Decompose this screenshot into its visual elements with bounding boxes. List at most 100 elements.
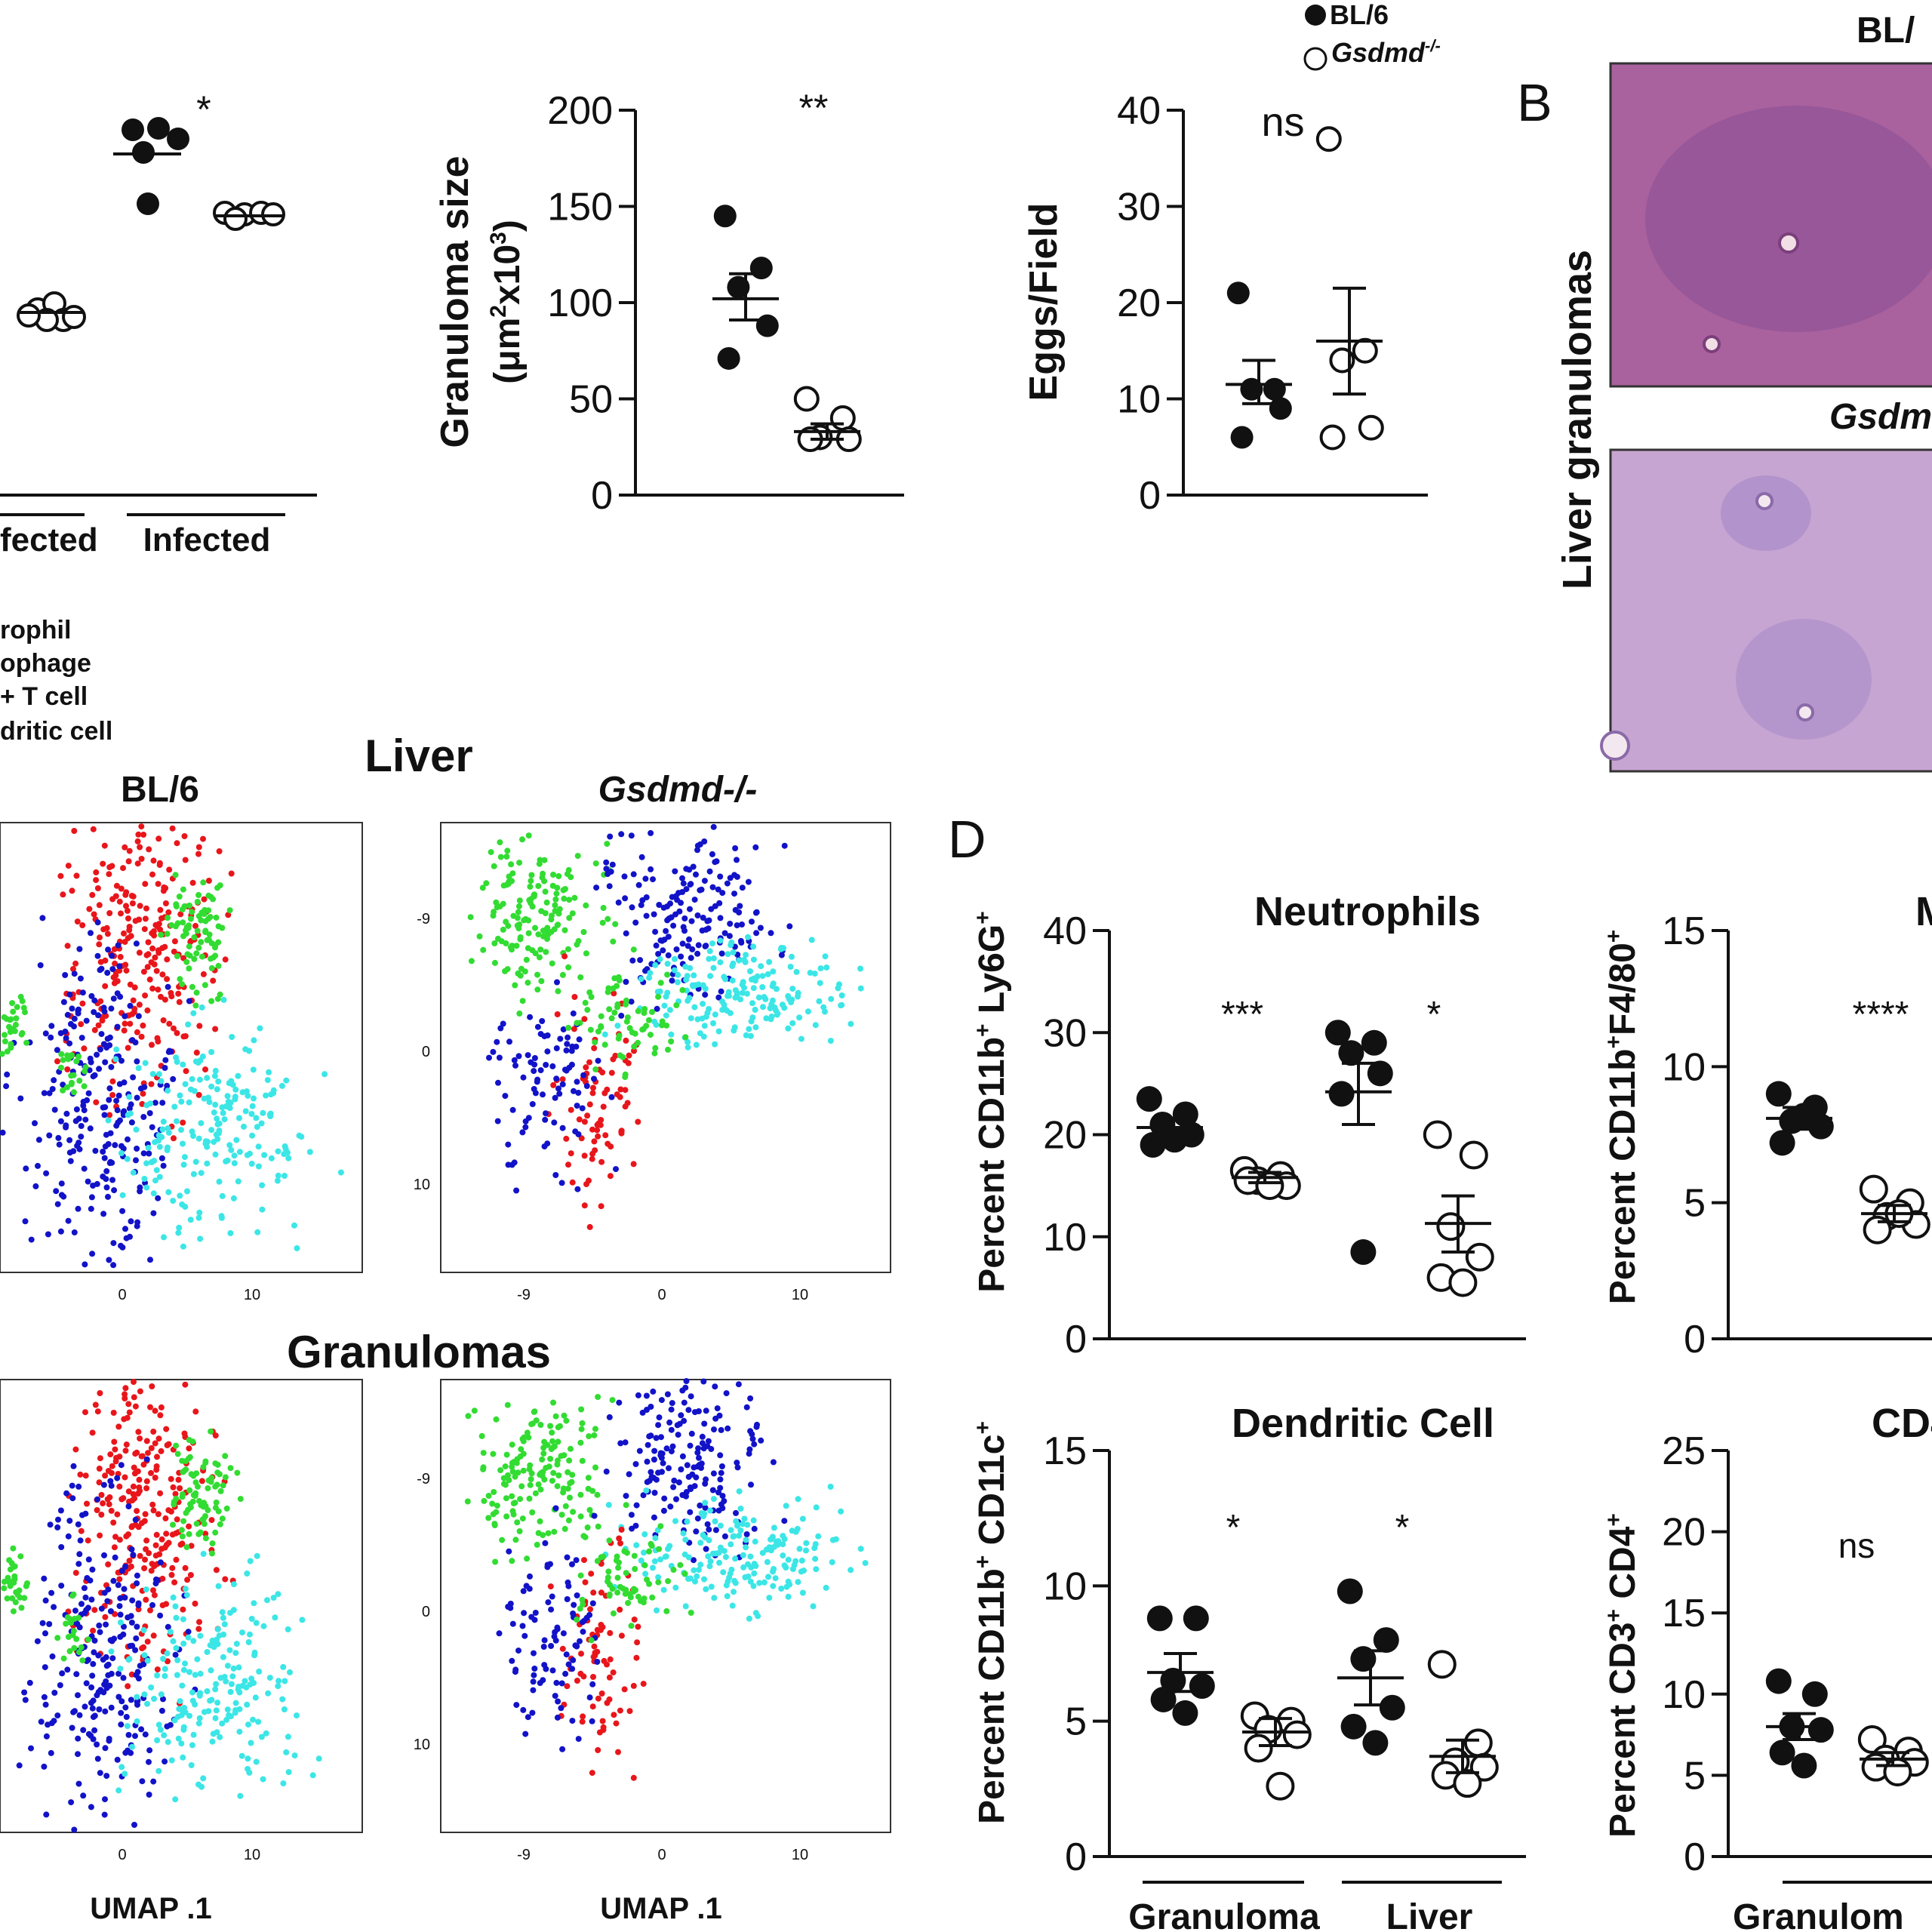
umap-cell-point — [746, 1615, 752, 1622]
umap-cell-point — [71, 828, 78, 834]
umap-cell-point — [106, 1257, 112, 1263]
umap-cell-point — [65, 1217, 72, 1224]
umap-cell-point — [562, 1670, 569, 1677]
umap-cell-point — [241, 1123, 247, 1130]
umap-cell-point — [337, 1169, 344, 1176]
umap-cell-point — [750, 943, 757, 950]
umap-cell-point — [574, 1617, 580, 1623]
umap-cell-point — [701, 1023, 708, 1029]
umap-cell-point — [137, 1388, 143, 1395]
y-tick-label: 20 — [1117, 281, 1161, 325]
umap-cell-point — [734, 857, 740, 863]
umap-cell-point — [68, 1799, 75, 1806]
umap-cell-point — [4, 1595, 11, 1601]
umap-cell-point — [540, 1091, 546, 1098]
umap-cell-point — [189, 1742, 195, 1749]
umap-cell-point — [24, 1580, 30, 1586]
umap-cell-point — [0, 1129, 6, 1136]
umap-cell-point — [618, 1012, 625, 1019]
umap-cell-point — [751, 1561, 758, 1567]
umap-cell-point — [214, 1115, 220, 1122]
umap-cell-point — [580, 1673, 587, 1680]
umap-cell-point — [212, 1504, 219, 1511]
umap-cell-point — [174, 953, 180, 959]
umap-cell-point — [185, 1021, 192, 1028]
umap-cell-point — [718, 950, 725, 957]
umap-cell-point — [511, 1159, 518, 1166]
umap-cell-point — [731, 891, 737, 897]
umap-cell-point — [737, 996, 743, 1003]
umap-cell-point — [205, 1708, 212, 1715]
umap-cell-point — [598, 1024, 605, 1030]
umap-cell-point — [536, 954, 543, 961]
umap-cell-point — [205, 1094, 211, 1101]
umap-cell-point — [122, 1704, 129, 1711]
legend-gene: Gsdmd — [1331, 37, 1426, 68]
umap-cell-point — [60, 1655, 67, 1662]
umap-cell-point — [94, 1408, 101, 1415]
umap-cell-point — [204, 1160, 211, 1167]
umap-cell-point — [54, 1058, 60, 1065]
umap-cell-point — [491, 863, 497, 869]
umap-cell-point — [192, 1158, 199, 1165]
umap-cell-point — [516, 897, 523, 904]
umap-cell-point — [208, 1667, 214, 1674]
umap-cell-point — [247, 1681, 254, 1688]
umap-cell-point — [681, 1551, 688, 1558]
umap-cell-point — [530, 1678, 537, 1685]
umap-cell-point — [545, 1530, 552, 1537]
umap-cell-point — [626, 1708, 633, 1715]
umap-cell-point — [154, 1577, 161, 1583]
umap-cell-point — [180, 1161, 187, 1168]
umap-cell-point — [238, 1752, 245, 1759]
umap-cell-point — [196, 1715, 203, 1721]
umap-cell-point — [248, 1111, 255, 1117]
umap-cell-point — [514, 1519, 521, 1526]
umap-cell-point — [623, 1037, 629, 1044]
umap-cell-point — [118, 910, 124, 917]
egg — [1703, 335, 1721, 353]
umap-cell-point — [63, 1620, 69, 1627]
umap-cell-point — [94, 1755, 101, 1762]
umap-cell-point — [78, 1601, 85, 1607]
umap-cell-point — [700, 1001, 706, 1008]
umap-cell-point — [681, 915, 688, 921]
umap-cell-point — [70, 1463, 77, 1469]
umap-cell-point — [600, 1553, 607, 1560]
umap-cell-point — [589, 1681, 596, 1687]
umap-cell-point — [109, 952, 115, 959]
umap-cell-point — [10, 1545, 17, 1552]
significance-label: * — [1395, 1508, 1410, 1548]
umap-cell-point — [143, 1160, 150, 1167]
umap-cell-point — [281, 1678, 288, 1684]
y-tick-label: 0 — [591, 474, 613, 518]
umap-cell-point — [697, 1502, 703, 1509]
egg — [1600, 731, 1630, 761]
data-point — [1453, 1769, 1482, 1798]
umap-cell-point — [595, 1523, 601, 1530]
umap-cell-point — [180, 933, 186, 940]
umap-cell-point — [693, 1041, 700, 1048]
umap-cell-point — [715, 1489, 721, 1496]
umap-cell-point — [176, 1224, 183, 1231]
egg — [1755, 492, 1774, 510]
umap-cell-point — [694, 1449, 701, 1456]
umap-cell-point — [186, 902, 193, 909]
umap-cell-point — [848, 1020, 854, 1027]
umap-cell-point — [696, 1454, 702, 1461]
umap-cell-point — [705, 1553, 712, 1560]
umap-cell-point — [131, 1394, 137, 1401]
umap-cell-point — [617, 1707, 623, 1714]
umap-cell-point — [531, 893, 537, 900]
umap-cell-point — [699, 1433, 706, 1440]
data-point — [1883, 1758, 1912, 1787]
umap-cell-point — [141, 1691, 148, 1698]
umap-cell-point — [717, 1522, 724, 1529]
umap-cell-point — [83, 1017, 90, 1024]
umap-cell-point — [577, 1439, 584, 1446]
umap-cell-point — [51, 1077, 57, 1084]
umap-cell-point — [509, 1468, 516, 1475]
umap-cell-point — [215, 962, 222, 969]
umap-cell-point — [248, 1740, 254, 1746]
